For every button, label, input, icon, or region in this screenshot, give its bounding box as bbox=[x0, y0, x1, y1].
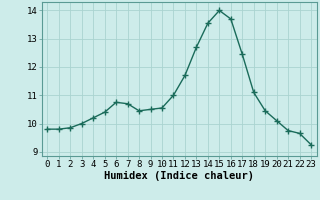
X-axis label: Humidex (Indice chaleur): Humidex (Indice chaleur) bbox=[104, 171, 254, 181]
